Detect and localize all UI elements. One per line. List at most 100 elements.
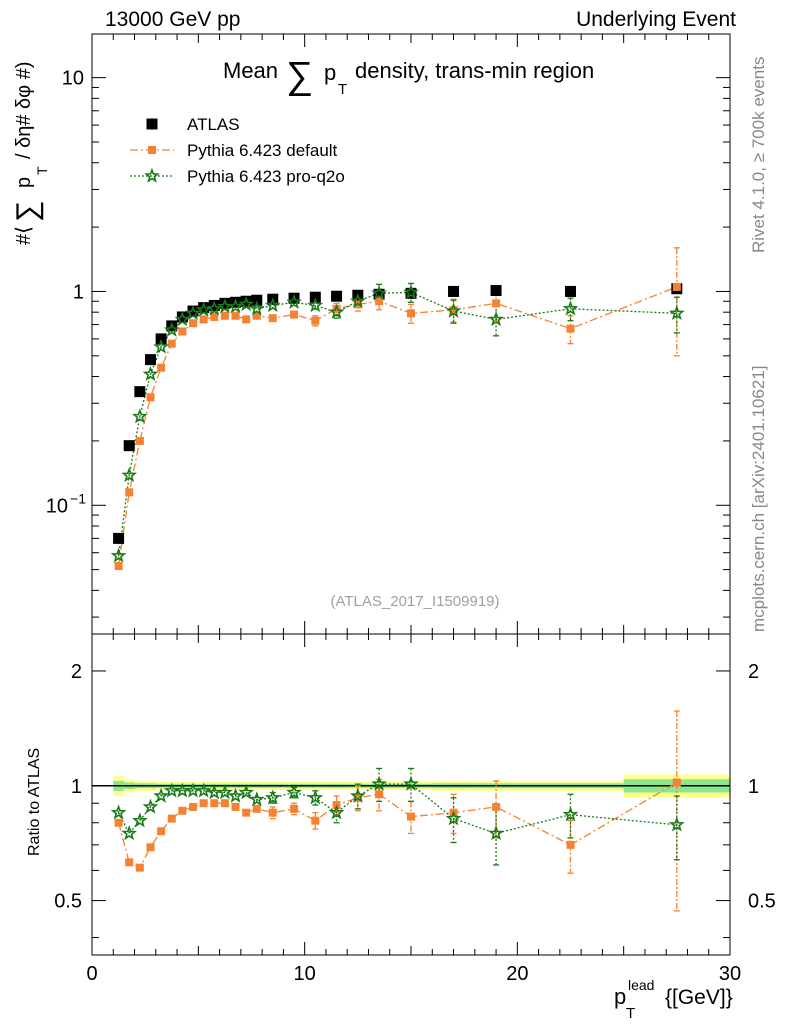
q2o-point bbox=[248, 300, 265, 316]
ratio-default-point bbox=[290, 804, 299, 813]
atlas-point bbox=[134, 386, 146, 398]
header-left: 13000 GeV pp bbox=[105, 8, 241, 31]
legend-q2o-marker bbox=[144, 167, 160, 183]
default-point bbox=[290, 310, 299, 319]
main-y-label-part-3: T bbox=[34, 166, 50, 175]
atlas-point bbox=[331, 290, 343, 302]
q2o-point bbox=[562, 300, 579, 316]
y-tick-label: 1 bbox=[73, 281, 84, 303]
q2o-point bbox=[206, 300, 223, 316]
ratio-q2o-point bbox=[264, 789, 281, 805]
ratio-q2o-point bbox=[217, 784, 233, 800]
ratio-q2o-point bbox=[371, 775, 387, 791]
ratio-default-point bbox=[242, 808, 251, 817]
ratio-default-point bbox=[375, 790, 384, 799]
atlas-point bbox=[123, 440, 135, 452]
q2o-point bbox=[668, 305, 685, 321]
ratio-default-point bbox=[407, 812, 415, 821]
main-y-label-part-2: p bbox=[13, 177, 35, 188]
atlas-point bbox=[113, 532, 125, 544]
q2o-point bbox=[142, 365, 159, 381]
default-point bbox=[375, 297, 384, 306]
atlas-point bbox=[448, 285, 460, 297]
ratio-q2o-point bbox=[248, 791, 265, 807]
y-tick-label: 10 bbox=[62, 68, 84, 90]
y-tick-label-exp: −1 bbox=[70, 490, 86, 506]
ratio-default-point bbox=[114, 818, 123, 827]
q2o-point bbox=[349, 292, 366, 308]
atlas-point bbox=[373, 288, 385, 300]
q2o-point bbox=[185, 305, 201, 321]
ratio-y-tick-label: 0.5 bbox=[54, 891, 82, 913]
atlas-point bbox=[176, 311, 188, 323]
q2o-point bbox=[488, 311, 504, 327]
x-tick-label: 10 bbox=[294, 963, 316, 985]
title-suffix: density, trans-min region bbox=[355, 58, 594, 83]
default-point bbox=[672, 282, 681, 291]
x-label-units: {[GeV]} bbox=[665, 986, 733, 1009]
q2o-point bbox=[153, 338, 169, 354]
rivet-label: Rivet 4.1.0, ≥ 700k events bbox=[749, 56, 768, 253]
ratio-q2o-point bbox=[121, 825, 138, 841]
default-point bbox=[566, 324, 575, 333]
main-y-axis-label: #⟨ ∑ pT / δη# δφ #) bbox=[11, 62, 50, 246]
ratio-q2o-point bbox=[153, 787, 169, 803]
legend-label-2: Pythia 6.423 pro-q2o bbox=[187, 167, 345, 186]
ratio-default-line bbox=[117, 781, 678, 869]
ratio-q2o-point bbox=[195, 782, 212, 798]
default-point bbox=[157, 363, 166, 372]
ratio-default-point bbox=[167, 814, 176, 823]
q2o-point bbox=[238, 296, 255, 312]
ratio-q2o-point bbox=[110, 804, 127, 820]
q2o-series-line bbox=[117, 291, 677, 556]
main-y-label-part-1: ∑ bbox=[11, 201, 44, 222]
ratio-default-point bbox=[199, 799, 208, 808]
default-point bbox=[135, 436, 144, 445]
default-point bbox=[114, 561, 123, 570]
q2o-point bbox=[227, 298, 244, 314]
default-point bbox=[167, 339, 176, 348]
ratio-y-tick-label-right: 2 bbox=[748, 661, 759, 683]
default-point bbox=[178, 327, 187, 336]
atlas-point bbox=[208, 299, 220, 311]
title-p: p bbox=[324, 60, 336, 85]
ratio-default-point bbox=[189, 802, 198, 811]
title-prefix: Mean bbox=[223, 58, 278, 83]
ratio-default-point bbox=[566, 840, 575, 849]
default-point bbox=[125, 488, 134, 497]
q2o-point bbox=[174, 311, 191, 327]
main-y-label-part-0: #⟨ bbox=[13, 226, 35, 245]
ratio-y-tick-label-right: 1 bbox=[748, 776, 759, 798]
legend-label-1: Pythia 6.423 default bbox=[187, 141, 338, 160]
ratio-default-point bbox=[146, 843, 155, 852]
ratio-q2o-point bbox=[238, 784, 255, 800]
ratio-y-label-text: Ratio to ATLAS bbox=[26, 748, 43, 856]
ratio-q2o-line bbox=[118, 783, 677, 835]
ratio-default-point bbox=[125, 858, 134, 867]
main-y-label-part-4: / δη# δφ #) bbox=[13, 62, 35, 160]
ratio-default-point bbox=[492, 802, 501, 811]
ratio-q2o-point bbox=[668, 816, 685, 832]
default-point bbox=[407, 309, 415, 318]
ratio-default-point bbox=[672, 778, 681, 787]
ratio-q2o-point bbox=[445, 810, 462, 826]
default-point bbox=[268, 314, 277, 323]
q2o-point bbox=[445, 302, 462, 318]
q2o-point bbox=[110, 547, 127, 563]
ratio-default-point bbox=[220, 799, 229, 808]
ratio-q2o-point bbox=[131, 812, 148, 828]
default-point bbox=[146, 393, 155, 402]
q2o-point bbox=[403, 284, 419, 300]
atlas-point bbox=[240, 295, 252, 307]
ratio-y-tick-label-right: 0.5 bbox=[748, 891, 776, 913]
default-point bbox=[231, 311, 240, 320]
ratio-default-point bbox=[210, 799, 219, 808]
ratio-y-axis-label: Ratio to ATLAS bbox=[26, 748, 43, 856]
atlas-point bbox=[565, 285, 576, 297]
default-point bbox=[449, 305, 458, 314]
q2o-point bbox=[131, 408, 148, 424]
x-tick-label: 0 bbox=[86, 963, 97, 985]
default-point bbox=[220, 311, 229, 320]
q2o-point bbox=[328, 303, 345, 319]
x-label-sup: lead bbox=[628, 977, 654, 993]
